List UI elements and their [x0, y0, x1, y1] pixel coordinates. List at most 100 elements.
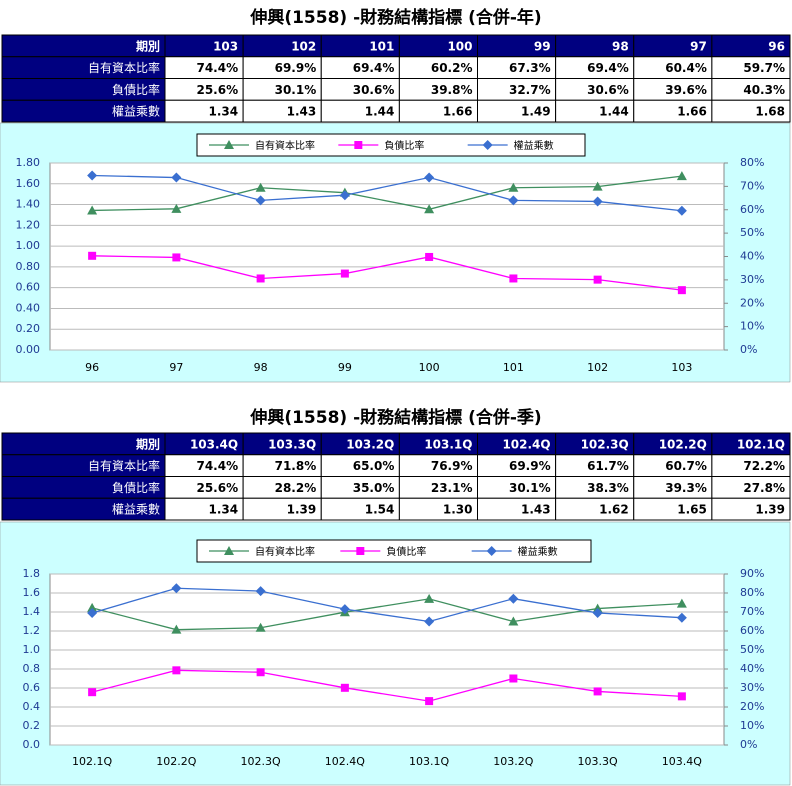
legend-label: 負債比率 [386, 545, 426, 558]
y2-tick-label: 80% [740, 586, 764, 599]
data-cell: 72.2% [743, 459, 785, 473]
marker [676, 171, 687, 181]
data-cell: 69.9% [509, 459, 551, 473]
header-cell: 102.4Q [502, 437, 550, 451]
data-cell: 65.0% [353, 459, 395, 473]
marker [87, 205, 98, 215]
marker [592, 196, 603, 207]
y2-tick-label: 40% [740, 250, 764, 263]
y-tick-label: 1.60 [16, 177, 41, 190]
y-tick-label: 0.00 [16, 343, 41, 356]
y-tick-label: 0.20 [16, 322, 41, 335]
row-label: 權益乘數 [112, 105, 160, 119]
data-cell: 1.39 [287, 503, 317, 517]
marker [425, 697, 434, 706]
marker [592, 181, 603, 191]
marker [256, 274, 265, 283]
data-cell: 74.4% [196, 61, 238, 75]
section-title: 伸興(1558) -財務結構指標 (合併-年) [249, 7, 541, 28]
data-cell: 27.8% [743, 481, 785, 495]
y-tick-label: 1.2 [23, 624, 41, 637]
y-tick-label: 0.2 [23, 719, 41, 732]
series-line [91, 669, 682, 702]
data-cell: 38.3% [587, 481, 629, 495]
marker [172, 666, 181, 675]
y2-tick-label: 60% [740, 203, 764, 216]
data-cell: 69.9% [275, 61, 317, 75]
marker [676, 598, 687, 608]
data-cell: 1.39 [755, 503, 785, 517]
y2-tick-label: 30% [740, 681, 764, 694]
x-tick-label: 97 [169, 361, 183, 374]
header-cell: 103.3Q [268, 437, 316, 451]
y2-tick-label: 60% [740, 624, 764, 637]
y2-tick-label: 30% [740, 273, 764, 286]
y-tick-label: 1.0 [23, 643, 41, 656]
data-cell: 30.1% [275, 83, 317, 97]
x-tick-label: 100 [419, 361, 440, 374]
marker [224, 546, 234, 555]
row-label: 負債比率 [112, 480, 160, 495]
data-cell: 35.0% [353, 481, 395, 495]
marker [340, 269, 349, 278]
marker [88, 251, 97, 260]
x-tick-label: 103 [671, 361, 692, 374]
data-cell: 67.3% [509, 61, 551, 75]
data-cell: 39.8% [431, 83, 473, 97]
marker [425, 252, 434, 261]
series-line [91, 587, 682, 623]
data-cell: 71.8% [275, 459, 317, 473]
x-tick-label: 96 [85, 361, 99, 374]
y-tick-label: 1.6 [23, 586, 41, 599]
x-tick-label: 99 [338, 361, 352, 374]
row-label: 負債比率 [112, 82, 160, 97]
header-cell: 102.2Q [659, 437, 707, 451]
marker [224, 140, 234, 149]
header-cell: 99 [534, 39, 551, 53]
marker [508, 195, 519, 206]
plot-area [49, 573, 725, 746]
data-cell: 61.7% [587, 459, 629, 473]
marker [172, 253, 181, 262]
header-cell: 103.2Q [346, 437, 394, 451]
series-line [92, 255, 682, 291]
data-cell: 1.62 [599, 503, 629, 517]
row-label: 權益乘數 [112, 503, 160, 517]
y-tick-label: 1.8 [23, 567, 41, 580]
y-tick-label: 0.6 [23, 681, 41, 694]
header-cell: 102.1Q [737, 437, 785, 451]
marker [677, 286, 686, 295]
header-cell: 98 [612, 39, 629, 53]
x-tick-label: 98 [254, 361, 268, 374]
data-cell: 1.43 [287, 105, 317, 119]
marker [255, 195, 266, 206]
header-cell: 103.1Q [424, 437, 472, 451]
marker [482, 140, 493, 150]
data-cell: 60.4% [665, 61, 707, 75]
data-cell: 69.4% [353, 61, 395, 75]
data-cell: 59.7% [743, 61, 785, 75]
y2-tick-label: 0% [740, 343, 757, 356]
y2-tick-label: 10% [740, 719, 764, 732]
data-cell: 1.54 [365, 503, 395, 517]
legend-label: 自有資本比率 [255, 545, 315, 558]
marker [424, 616, 435, 627]
marker [88, 688, 97, 697]
marker [676, 205, 687, 216]
marker [424, 172, 435, 183]
data-cell: 1.68 [755, 105, 785, 119]
table-cell [711, 497, 791, 521]
y2-tick-label: 10% [740, 320, 764, 333]
legend-label: 自有資本比率 [255, 139, 315, 152]
data-cell: 28.2% [275, 481, 317, 495]
y-tick-label: 1.40 [16, 198, 41, 211]
x-tick-label: 102 [587, 361, 608, 374]
marker [593, 687, 602, 696]
data-cell: 1.66 [677, 105, 707, 119]
marker [87, 607, 98, 618]
header-cell: 期別 [136, 436, 160, 451]
header-cell: 103.4Q [190, 437, 238, 451]
data-cell: 1.49 [521, 105, 551, 119]
y-tick-label: 0.0 [23, 738, 41, 751]
marker [171, 583, 182, 594]
